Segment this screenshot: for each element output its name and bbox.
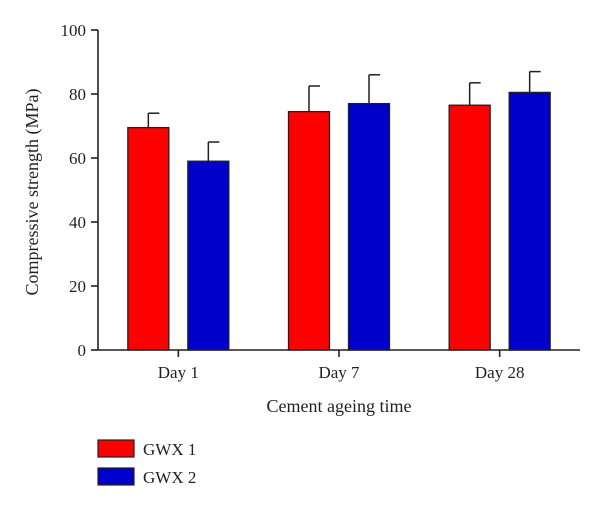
y-tick-label: 100 — [61, 21, 87, 40]
bar — [508, 91, 551, 351]
y-tick-label: 60 — [69, 149, 86, 168]
y-axis-title: Compressive strength (MPa) — [22, 89, 43, 296]
y-tick-label: 40 — [69, 213, 86, 232]
bar — [127, 126, 170, 351]
bar — [347, 102, 391, 351]
x-tick-label: Day 28 — [475, 363, 525, 382]
x-tick-label: Day 7 — [318, 363, 360, 382]
x-axis: Day 1 Day 7 Day 28 — [98, 349, 580, 382]
legend-swatch — [97, 467, 135, 486]
bar — [187, 160, 230, 351]
x-axis-title: Cement ageing time — [267, 396, 412, 416]
y-tick-label: 80 — [69, 85, 86, 104]
legend-label: GWX 2 — [143, 468, 196, 487]
y-axis: 0 20 40 60 80 100 — [61, 21, 99, 360]
y-tick-label: 20 — [69, 277, 86, 296]
bar — [287, 110, 331, 351]
plot-area — [127, 70, 551, 351]
legend: GWX 1 GWX 2 — [97, 439, 196, 487]
x-tick-label: Day 1 — [158, 363, 199, 382]
bar — [448, 104, 491, 351]
y-tick-label: 0 — [78, 341, 87, 360]
legend-label: GWX 1 — [143, 440, 196, 459]
legend-swatch — [97, 439, 135, 458]
